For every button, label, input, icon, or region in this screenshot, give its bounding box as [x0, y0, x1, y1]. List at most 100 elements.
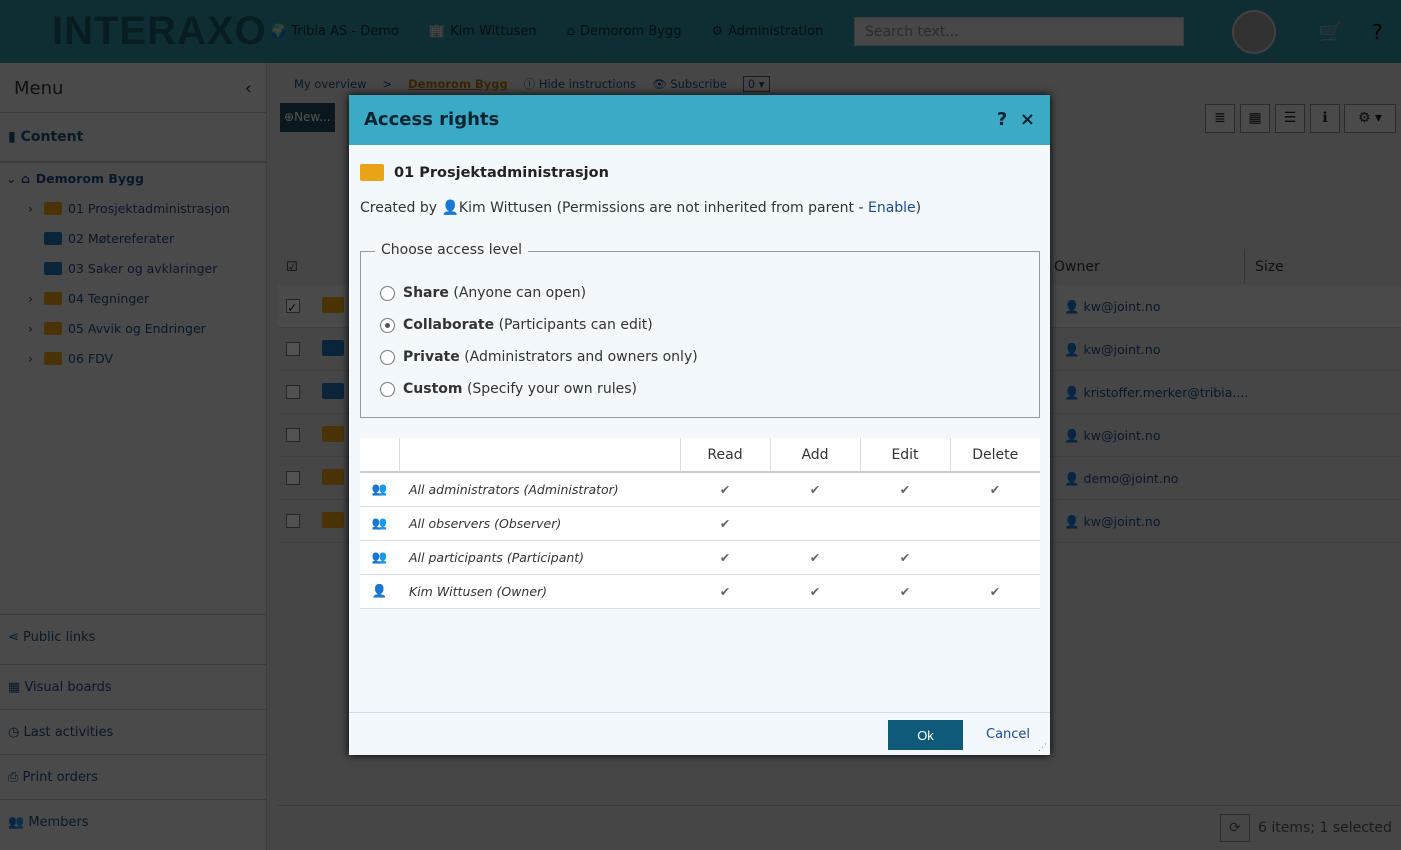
info-icon[interactable]: ℹ	[1310, 104, 1340, 133]
home-icon: ⌂	[566, 24, 575, 39]
group-icon: 👥	[360, 472, 399, 507]
search-input[interactable]: Search text...	[854, 17, 1184, 46]
sidebar-link[interactable]: ⋖ Public links	[0, 614, 267, 659]
access-rights-dialog: Access rights ? × 01 Prosjektadministras…	[349, 95, 1050, 755]
access-option-collaborate[interactable]: Collaborate (Participants can edit)	[380, 317, 653, 333]
owner-cell[interactable]: 👤 kristoffer.merker@tribia....	[1064, 385, 1249, 400]
close-button[interactable]: ×	[1019, 109, 1035, 130]
cart-icon[interactable]: 🛒	[1318, 20, 1343, 44]
permissions-table: Read Add Edit Delete 👥 All administrators (A…	[360, 438, 1040, 609]
grid-view-icon[interactable]: ▦	[1240, 104, 1270, 133]
access-option-private[interactable]: Private (Administrators and owners only)	[380, 349, 698, 365]
row-checkbox[interactable]	[286, 471, 300, 485]
resize-handle[interactable]: ⋰	[1038, 743, 1047, 753]
radio[interactable]	[380, 349, 395, 365]
folder-icon	[322, 426, 344, 442]
nav-item[interactable]: 🏢 Kim Wittusen	[428, 24, 537, 39]
tree-item[interactable]: › 04 Tegninger	[28, 290, 150, 306]
logo[interactable]: INTERAXO	[52, 9, 267, 53]
refresh-icon[interactable]: ⟳	[1220, 814, 1250, 842]
owner-cell[interactable]: 👤 kw@joint.no	[1064, 428, 1161, 443]
owner-cell[interactable]: 👤 demo@joint.no	[1064, 471, 1179, 486]
dialog-title: Access rights	[364, 109, 500, 130]
content-label: Content	[20, 129, 84, 145]
check-icon: ✔	[680, 472, 770, 507]
settings-dropdown[interactable]: ⚙ ▾	[1344, 104, 1396, 133]
avatar[interactable]	[1232, 10, 1276, 54]
access-level-fieldset: Choose access level Share (Anyone can op…	[360, 242, 1040, 418]
owner-cell[interactable]: 👤 kw@joint.no	[1064, 514, 1161, 529]
select-all-checkbox[interactable]: ☑	[286, 260, 298, 275]
check-icon: ✔	[770, 574, 860, 609]
tree-root-label: Demorom Bygg	[35, 170, 144, 186]
check-icon: ✔	[950, 472, 1040, 507]
chevron-right-icon[interactable]: ›	[28, 350, 33, 366]
sidebar: Menu ‹ ▮ Content ⌄ ⌂ Demorom Bygg › 01 Pro…	[0, 63, 267, 850]
owner-cell[interactable]: 👤 kw@joint.no	[1064, 342, 1161, 357]
tree-item[interactable]: › 01 Prosjektadministrasjon	[28, 200, 230, 216]
ok-button[interactable]: Ok	[888, 720, 963, 750]
row-checkbox[interactable]	[286, 514, 300, 528]
sidebar-link[interactable]: ▦ Visual boards	[0, 664, 267, 709]
tree-item[interactable]: 03 Saker og avklaringer	[0, 253, 266, 283]
row-checkbox[interactable]	[286, 385, 300, 399]
new-button[interactable]: ⊕New...	[280, 103, 335, 132]
folder-icon	[44, 291, 62, 305]
detail-view-icon[interactable]: ☰	[1275, 104, 1305, 133]
chevron-right-icon[interactable]: ›	[28, 290, 33, 306]
tree-root[interactable]: ⌄ ⌂ Demorom Bygg	[6, 170, 144, 186]
hide-instructions-link[interactable]: ⓘ Hide instructions	[523, 77, 637, 91]
folder-icon	[360, 164, 384, 181]
subscribe-link[interactable]: 👁 Subscribe	[652, 77, 727, 91]
empty-cell	[950, 506, 1040, 541]
tree-item[interactable]: › 06 FDV	[28, 350, 114, 366]
column-owner[interactable]: Owner	[1054, 259, 1100, 275]
sidebar-link[interactable]: 👥 Members	[0, 799, 267, 844]
members-icon: 👥	[8, 815, 25, 830]
chevron-right-icon[interactable]: ›	[28, 320, 33, 336]
help-button[interactable]: ?	[996, 109, 1008, 130]
row-checkbox[interactable]	[286, 428, 300, 442]
column-size[interactable]: Size	[1244, 249, 1294, 284]
row-checkbox[interactable]	[286, 342, 300, 356]
building-icon: 🏢	[428, 24, 446, 39]
share-icon: ⋖	[8, 630, 19, 645]
cancel-button[interactable]: Cancel	[986, 727, 1031, 742]
user-icon: 👤	[360, 574, 399, 609]
row-checkbox[interactable]: ✓	[286, 299, 300, 315]
breadcrumb-separator: >	[382, 77, 393, 91]
list-view-icon[interactable]: ≣	[1205, 104, 1235, 133]
nav-item[interactable]: 🌍 Tribia AS - Demo	[270, 24, 399, 39]
access-option-custom[interactable]: Custom (Specify your own rules)	[380, 381, 637, 397]
status-text: 6 items; 1 selected	[1258, 820, 1392, 836]
nav-item[interactable]: ⚙ Administration	[711, 24, 824, 39]
group-icon: 👥	[360, 506, 399, 541]
check-icon: ✔	[860, 472, 950, 507]
radio[interactable]	[380, 285, 395, 301]
breadcrumb-current[interactable]: Demorom Bygg	[408, 77, 508, 91]
folder-icon	[44, 231, 62, 245]
access-option-share[interactable]: Share (Anyone can open)	[380, 285, 586, 301]
enable-link[interactable]: Enable	[867, 200, 916, 216]
tree-item[interactable]: 02 Møtereferater	[0, 223, 266, 253]
check-icon: ✔	[680, 540, 770, 575]
collapse-icon[interactable]: ‹	[244, 78, 252, 99]
subscribe-select[interactable]: 0 ▾	[742, 76, 770, 92]
radio[interactable]	[380, 381, 395, 397]
col-edit: Edit	[859, 438, 950, 473]
top-bar: INTERAXO 🌍 Tribia AS - Demo 🏢 Kim Wittusen ⌂…	[0, 0, 1401, 63]
access-level-legend: Choose access level	[375, 242, 529, 258]
tree-item[interactable]: › 05 Avvik og Endringer	[28, 320, 206, 336]
radio[interactable]	[380, 317, 395, 333]
folder-icon	[322, 383, 344, 399]
folder-icon	[44, 201, 62, 215]
sidebar-link[interactable]: ◷ Last activities	[0, 709, 267, 754]
breadcrumb-home[interactable]: My overview	[294, 77, 367, 91]
owner-cell[interactable]: 👤 kw@joint.no	[1064, 299, 1161, 314]
nav-item[interactable]: ⌂ Demorom Bygg	[566, 24, 682, 39]
help-icon[interactable]: ?	[1372, 20, 1383, 44]
chevron-right-icon[interactable]: ›	[28, 200, 33, 216]
sidebar-content[interactable]: ▮ Content	[0, 113, 266, 163]
group-icon: 👥	[360, 540, 399, 575]
sidebar-link[interactable]: ⎙ Print orders	[0, 754, 267, 799]
